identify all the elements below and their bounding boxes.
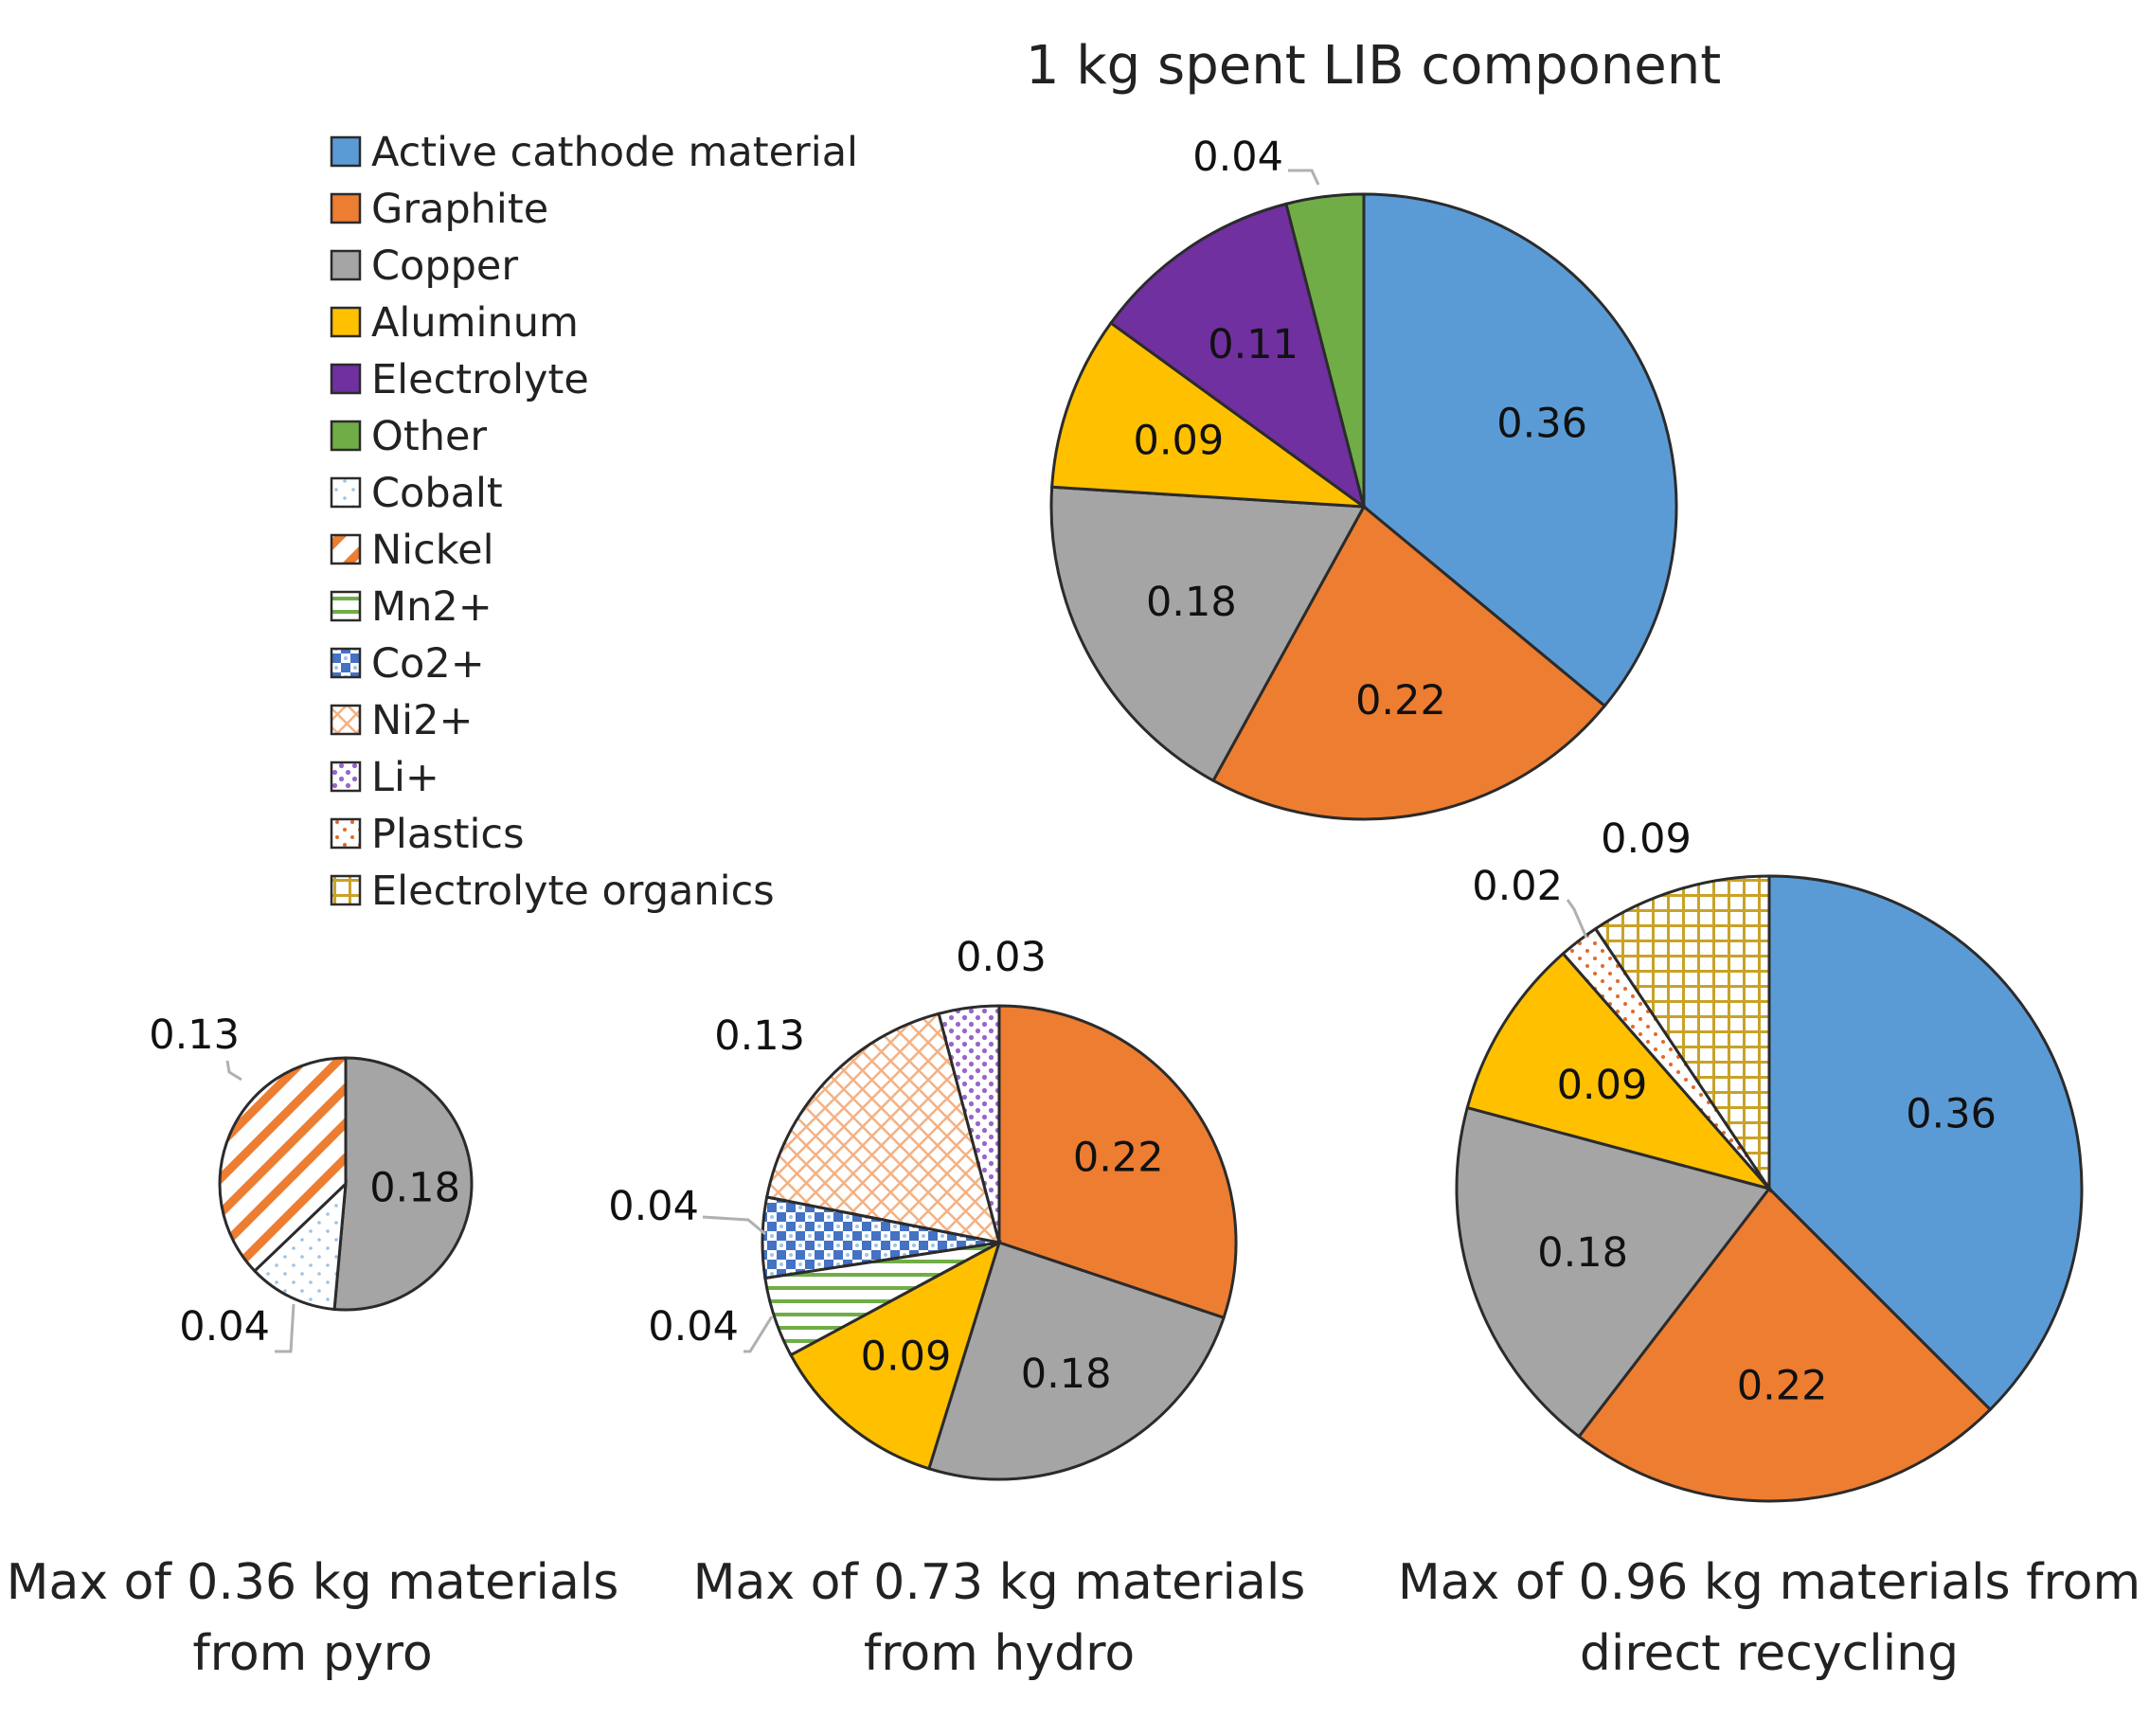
pie-charts: 0.360.220.180.090.110.040.180.040.130.22… (149, 134, 2084, 1503)
pie-captions: Max of 0.36 kg materials from pyro Max of … (7, 1554, 2141, 1682)
pie-spent-slice-copper (1049, 485, 1367, 783)
legend-label-mn2: Mn2+ (371, 583, 492, 631)
legend-swatch-graphite (330, 192, 362, 224)
pie-spent-label-aluminum: 0.09 (1134, 418, 1225, 465)
pie-direct-slice-graphite (1577, 1186, 1993, 1503)
pie-direct-label-plastics: 0.02 (1472, 863, 1563, 910)
legend-swatch-cobalt (330, 476, 362, 509)
pie-hydro-leader-co2 (702, 1215, 766, 1236)
pie-spent-label-graphite: 0.22 (1355, 677, 1446, 725)
pie-spent-slice-aluminum (1050, 320, 1370, 509)
pie-spent-label-copper: 0.18 (1146, 579, 1237, 626)
pie-pyro-leader-nickel (225, 1060, 242, 1082)
legend-label-copper: Copper (371, 242, 518, 290)
legend-swatch-active-cathode-material (330, 135, 362, 168)
legend-swatch-mn2 (330, 590, 362, 622)
legend-swatch-ni2 (330, 704, 362, 736)
legend-swatch-plastics (330, 817, 362, 850)
pie-pyro-label-copper: 0.18 (369, 1164, 460, 1211)
pie-pyro-leader-cobalt (275, 1303, 295, 1353)
caption-hydro-line-1: Max of 0.73 kg materials (693, 1554, 1306, 1611)
legend-label-ni2: Ni2+ (371, 697, 474, 744)
legend-label-electrolyte: Electrolyte (371, 356, 589, 403)
pie-hydro-label-mn2: 0.04 (648, 1303, 739, 1351)
pie-hydro-leader-mn2 (743, 1315, 774, 1353)
legend-swatch-aluminum (330, 306, 362, 338)
legend-label-aluminum: Aluminum (371, 299, 579, 347)
legend-label-co2: Co2+ (371, 640, 485, 688)
legend-swatch-electrolyte-organics (330, 874, 362, 906)
legend-label-cobalt: Cobalt (371, 470, 503, 517)
legend-label-other: Other (371, 413, 487, 460)
pie-spent-label-active-cathode-material: 0.36 (1496, 400, 1587, 447)
pie-direct-label-active-cathode-material: 0.36 (1906, 1090, 1997, 1137)
pie-spent-slice-active-cathode-material (1362, 192, 1678, 708)
pie-hydro-label-aluminum: 0.09 (861, 1333, 952, 1381)
pie-hydro-label-co2: 0.04 (608, 1183, 699, 1230)
pie-hydro-slice-graphite (997, 1004, 1238, 1320)
legend: Active cathode material Graphite Copper Alu… (330, 129, 858, 915)
pie-hydro: 0.22 0.18 0.09 0.04 0.04 0.13 0.03 (608, 934, 1238, 1481)
pie-pyro-slice-nickel (218, 1056, 348, 1274)
pie-direct-label-copper: 0.18 (1537, 1229, 1628, 1277)
pie-spent: 0.36 0.22 0.18 0.09 0.11 0.04 (1049, 134, 1678, 821)
pie-direct-leader-plastics (1566, 899, 1588, 939)
pie-direct: 0.36 0.22 0.18 0.09 0.02 0.09 (1455, 815, 2084, 1503)
pie-hydro-slice-copper (926, 1241, 1226, 1481)
legend-swatch-other (330, 420, 362, 452)
legend-swatch-li (330, 761, 362, 793)
legend-swatch-nickel (330, 533, 362, 565)
pie-direct-label-aluminum: 0.09 (1557, 1062, 1648, 1109)
pie-hydro-label-graphite: 0.22 (1073, 1134, 1164, 1181)
pie-hydro-label-copper: 0.18 (1021, 1351, 1112, 1398)
pie-pyro-label-nickel: 0.13 (149, 1011, 240, 1059)
pie-direct-label-graphite: 0.22 (1737, 1362, 1828, 1409)
legend-label-electrolyte-organics: Electrolyte organics (371, 868, 775, 915)
pie-direct-slice-electrolyte-organics (1593, 874, 1771, 1193)
legend-label-nickel: Nickel (371, 527, 494, 574)
legend-swatch-electrolyte (330, 363, 362, 395)
legend-label-li: Li+ (371, 754, 439, 801)
caption-direct-line-2: direct recycling (1580, 1625, 1959, 1682)
pie-spent-leader-other (1288, 169, 1320, 186)
pie-direct-label-electrolyte-organics: 0.09 (1601, 815, 1692, 863)
chart-title: 1 kg spent LIB component (1026, 35, 1721, 97)
pie-spent-label-electrolyte: 0.11 (1208, 321, 1298, 368)
pie-pyro-slice-copper (332, 1056, 474, 1312)
legend-swatch-copper (330, 249, 362, 281)
pie-pyro: 0.18 0.04 0.13 (149, 1011, 474, 1353)
pie-hydro-slice-li (937, 1004, 1001, 1244)
caption-hydro-line-2: from hydro (864, 1625, 1135, 1682)
legend-label-graphite: Graphite (371, 186, 548, 233)
pie-spent-slice-graphite (1210, 504, 1607, 821)
pie-hydro-slice-aluminum (788, 1239, 1002, 1471)
pie-hydro-label-li: 0.03 (956, 934, 1047, 981)
pie-hydro-label-ni2: 0.13 (714, 1012, 805, 1060)
pie-spent-slice-other (1284, 192, 1366, 508)
legend-label-active-cathode-material: Active cathode material (371, 129, 858, 176)
pie-hydro-slice-ni2 (764, 1011, 1002, 1244)
caption-pyro-line-2: from pyro (192, 1625, 432, 1682)
pie-pyro-label-cobalt: 0.04 (179, 1303, 270, 1351)
caption-pyro-line-1: Max of 0.36 kg materials (7, 1554, 619, 1611)
pie-direct-slice-active-cathode-material (1767, 874, 2084, 1412)
pie-direct-slice-aluminum (1465, 951, 1774, 1191)
legend-label-plastics: Plastics (371, 811, 524, 858)
legend-swatch-co2 (330, 647, 362, 679)
caption-direct-line-1: Max of 0.96 kg materials from (1398, 1554, 2140, 1611)
pie-direct-slice-copper (1455, 1105, 1772, 1439)
pie-spent-slice-electrolyte (1108, 202, 1367, 510)
pie-pyro-slice-cobalt (252, 1180, 348, 1312)
pie-spent-label-other: 0.04 (1192, 134, 1283, 181)
